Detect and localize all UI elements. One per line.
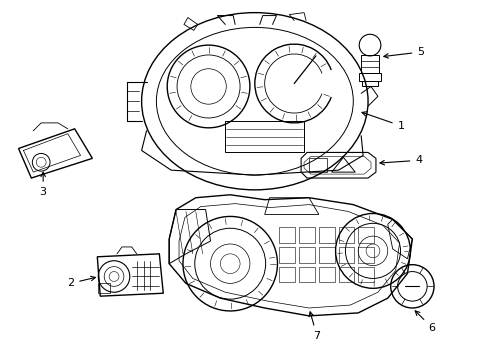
Bar — [361, 55, 378, 73]
Text: 6: 6 — [414, 311, 435, 333]
Text: 4: 4 — [379, 155, 422, 165]
Bar — [358, 247, 373, 263]
Bar — [225, 121, 304, 152]
Bar — [338, 227, 353, 243]
Bar — [299, 267, 314, 282]
Text: 5: 5 — [383, 47, 424, 58]
Bar — [279, 247, 295, 263]
Bar — [308, 158, 326, 172]
Bar — [98, 283, 110, 293]
Text: 1: 1 — [361, 112, 404, 131]
Bar — [299, 247, 314, 263]
Bar — [279, 267, 295, 282]
Bar — [358, 227, 373, 243]
Bar — [359, 73, 380, 81]
Bar — [358, 267, 373, 282]
Bar — [279, 227, 295, 243]
Text: 2: 2 — [67, 276, 95, 288]
Bar — [338, 267, 353, 282]
Text: 3: 3 — [40, 172, 46, 197]
Bar — [318, 247, 334, 263]
Bar — [318, 227, 334, 243]
Bar — [318, 267, 334, 282]
Bar — [338, 247, 353, 263]
Text: 7: 7 — [308, 312, 320, 341]
Bar — [299, 227, 314, 243]
